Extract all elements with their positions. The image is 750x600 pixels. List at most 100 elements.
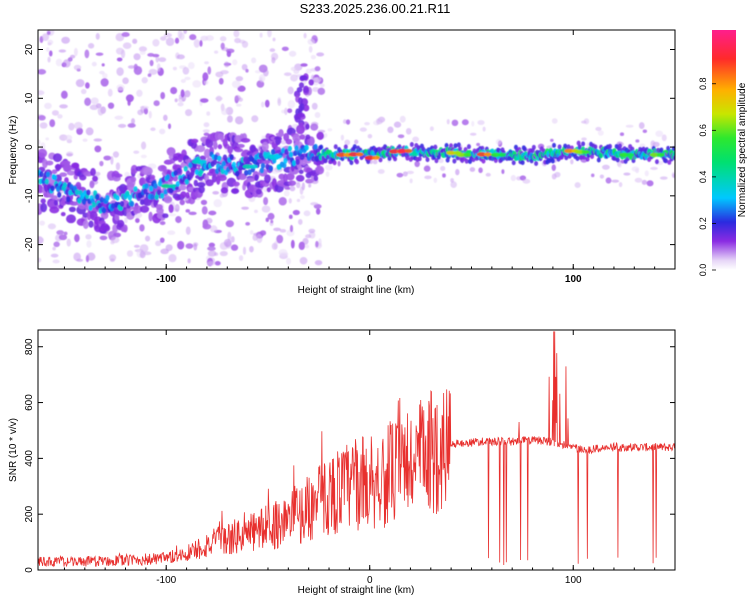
heatmap-cell [173,169,178,176]
heatmap-cell [66,196,71,203]
heatmap-cell [38,69,47,75]
heatmap-cell [203,132,210,137]
heatmap-cell [659,176,668,180]
heatmap-cell [210,225,218,233]
heatmap-cell [471,120,475,127]
heatmap-cell [564,155,569,161]
heatmap-cell [52,259,60,264]
heatmap-cell [302,104,310,112]
heatmap-cell [256,234,263,244]
heatmap-cell [279,229,287,233]
heatmap-cell [44,178,50,185]
heatmap-cell [184,90,191,98]
heatmap-cell [417,156,422,162]
heatmap-cell [174,203,180,213]
heatmap-cell [364,155,375,160]
heatmap-cell [298,241,305,251]
heatmap-cell [153,183,158,190]
heatmap-cell [406,170,414,175]
heatmap-cell [133,65,143,75]
heatmap-cell [190,170,195,177]
heatmap-cell [234,148,244,153]
heatmap-cell [619,132,625,136]
heatmap-cell [511,160,516,166]
heatmap-cell [203,80,209,85]
heatmap-cell [221,160,227,167]
heatmap-cell [292,134,302,142]
heatmap-cell [268,165,274,172]
heatmap-cell [115,162,121,171]
heatmap-cell [238,164,243,171]
heatmap-cell [281,46,289,52]
heatmap-cell [124,217,128,224]
heatmap-cell [453,143,458,149]
heatmap-cell [393,121,402,128]
heatmap-cell [42,158,48,169]
heatmap-cell [212,190,220,195]
heatmap-cell [282,162,287,169]
heatmap-cell [139,224,145,232]
heatmap-cell [308,183,312,188]
heatmap-cell [227,231,232,241]
heatmap-cell [461,119,469,126]
heatmap-cell [138,46,148,52]
heatmap-cell [260,162,266,169]
heatmap-cell [286,257,292,265]
heatmap-cell [271,57,276,64]
heatmap-cell [299,75,308,81]
heatmap-cell [311,102,318,110]
heatmap-y-axis-label: Frequency (Hz) [8,116,19,185]
heatmap-cell [149,193,155,200]
heatmap-cell [284,107,288,116]
heatmap-cell [377,169,385,174]
heatmap-cell [312,87,320,92]
heatmap-cell [469,132,477,136]
heatmap-cell [236,103,242,107]
heatmap-cell [105,225,111,232]
heatmap-cell [69,201,79,206]
heatmap-cell [607,143,612,149]
heatmap-cell [158,57,167,63]
heatmap-cell [125,94,134,103]
heatmap-cell [442,173,446,178]
heatmap-cell [119,200,125,207]
heatmap-cell [82,138,88,142]
heatmap-cell [213,199,223,208]
heatmap-cell [451,119,459,127]
heatmap-cell [223,238,232,248]
heatmap-cell [160,91,166,100]
heatmap-cell [179,199,185,206]
heatmap-cell [520,160,525,166]
heatmap-cell [576,140,581,146]
heatmap-cell [182,66,190,75]
heatmap-cell [38,257,42,263]
heatmap-cell [132,38,138,44]
heatmap-cell [255,188,262,195]
heatmap-cell [522,146,527,152]
heatmap-cell [644,170,649,177]
heatmap-x-axis-label: Height of straight line (km) [298,285,415,296]
heatmap-cell [299,134,306,140]
heatmap-cell [38,90,45,96]
heatmap-cell [349,160,354,166]
heatmap-cell [550,158,555,164]
heatmap-cell [367,133,373,139]
heatmap-cell [55,58,63,67]
heatmap-cell [133,186,138,193]
heatmap-cell [285,138,293,145]
heatmap-cell [174,37,180,44]
heatmap-cell [139,205,150,213]
heatmap-cell [263,196,269,206]
heatmap-cell [625,124,634,128]
heatmap-cell [452,158,457,164]
colorbar-tick-label: 0.8 [698,78,708,91]
colorbar-label: Normalized spectral amplitude [737,82,748,217]
snr-y-tick-label: 200 [24,505,35,522]
heatmap-cell [280,147,286,154]
heatmap-cell [227,115,233,123]
heatmap-cell [127,194,132,201]
heatmap-cell [80,88,87,95]
heatmap-cell [319,83,325,88]
heatmap-cell [155,240,162,247]
heatmap-cell [478,167,483,174]
